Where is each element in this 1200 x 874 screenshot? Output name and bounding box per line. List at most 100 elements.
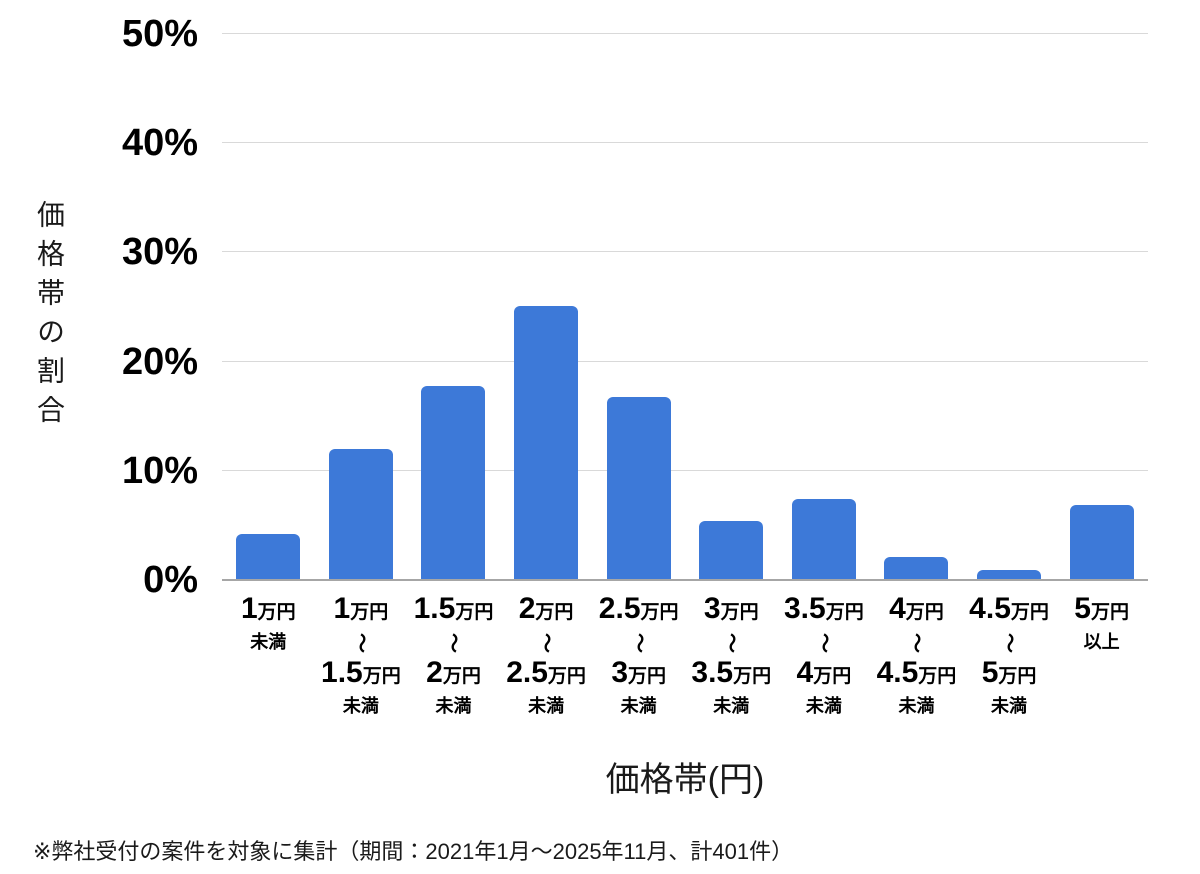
x-label-7: 3.5万円〜 4万円 未満 [778,592,871,718]
x-label-from: 3万円 [685,592,778,630]
x-label-from-number: 1 [333,592,351,625]
x-label-to: 3万円 [592,656,685,694]
range-tilde-glyph: 〜 [442,633,465,653]
x-label-to-number: 5 [981,656,999,689]
x-label-suffix: 未満 [528,696,565,716]
x-label-to: 2.5万円 [500,656,593,694]
x-label-from-unit: 万円 [1010,602,1049,623]
x-tick-labels: 1万円 未満 1万円〜 1.5万円 未満 1.5万円〜 2万円 未満 2万円〜 2.5万円 未満 2.… [222,592,1148,718]
bar-7 [791,499,856,580]
x-label-6: 3万円〜 3.5万円 未満 [685,592,778,718]
bar-4 [514,305,579,580]
footnote: ※弊社受付の案件を対象に集計（期間：2021年1月～2025年11月、計401件… [33,839,794,864]
y-tick-label: 30% [121,231,198,274]
gridline-0 [222,579,1148,581]
range-tilde: 〜 [685,630,778,656]
range-tilde: 〜 [500,630,593,656]
x-label-from-number: 3.5 [783,592,826,625]
x-label-from-unit: 万円 [1090,602,1129,623]
x-label-from-number: 1 [240,592,258,625]
x-label-to-unit: 万円 [628,666,667,687]
x-label-from: 4.5万円 [963,592,1056,630]
x-label-suffix: 未満 [898,696,935,716]
x-label-from-number: 1.5 [413,592,456,625]
x-label-3: 1.5万円〜 2万円 未満 [407,592,500,718]
y-tick-label: 0% [143,559,198,601]
x-label-to: 3.5万円 [685,656,778,694]
x-label-from: 1万円 [222,592,315,630]
x-label-to-number: 2.5 [506,656,548,689]
range-tilde-glyph: 〜 [998,633,1021,653]
x-label-from-number: 4.5 [969,592,1011,625]
x-label-suffix: 未満 [435,696,472,716]
x-label-from-unit: 万円 [640,602,679,623]
x-label-1: 1万円 未満 [222,592,315,718]
x-label-suffix: 未満 [991,696,1028,716]
bar-series [222,34,1148,580]
x-label-to-unit: 万円 [547,666,586,687]
bar-cell-6 [685,34,778,580]
bar-6 [699,521,764,580]
gridline-50 [222,33,1148,34]
x-label-10: 5万円 以上 [1055,592,1148,718]
x-label-4: 2万円〜 2.5万円 未満 [500,592,593,718]
y-tick-label: 40% [121,122,198,165]
bar-cell-1 [222,34,315,580]
gridline-20 [222,360,1148,362]
plot-area [222,33,1148,581]
gridline-30 [222,251,1148,253]
bar-cell-8 [870,34,963,580]
bar-10 [1069,504,1134,580]
x-label-from: 1.5万円 [407,592,500,630]
x-label-8: 4万円〜 4.5万円 未満 [870,592,963,718]
range-tilde: 〜 [778,630,871,656]
bar-5 [606,396,671,580]
range-tilde: 〜 [592,630,685,656]
x-label-to: 4.5万円 [870,656,963,694]
x-label-from-unit: 万円 [905,602,944,623]
bar-2 [328,448,393,580]
bar-1 [236,534,301,580]
bar-cell-10 [1055,34,1148,580]
range-tilde-glyph: 〜 [812,633,835,653]
x-label-to-number: 1.5 [321,656,363,689]
x-label-from-unit: 万円 [455,602,494,623]
y-tick-label: 10% [121,449,198,492]
x-label-from: 4万円 [870,592,963,630]
x-label-9: 4.5万円〜 5万円 未満 [963,592,1056,718]
x-label-suffix: 未満 [250,632,287,652]
x-label-from-unit: 万円 [825,602,864,623]
range-tilde: 〜 [407,630,500,656]
x-label-from-number: 2 [518,592,536,625]
x-label-from: 5万円 [1055,592,1148,630]
x-label-from-unit: 万円 [720,602,759,623]
x-label-from: 2.5万円 [592,592,685,630]
x-label-to-number: 3 [611,656,628,689]
range-tilde: 〜 [315,630,408,656]
bar-3 [421,385,486,580]
bar-cell-5 [592,34,685,580]
x-label-to-unit: 万円 [998,666,1037,687]
x-label-from-number: 5 [1074,592,1091,625]
x-label-to: 2万円 [407,656,500,694]
x-label-to: 4万円 [778,656,871,694]
x-label-to-unit: 万円 [918,666,957,687]
x-label-to: 5万円 [963,656,1056,694]
x-label-suffix: 未満 [713,696,750,716]
gridline-10 [222,469,1148,471]
x-axis-title: 価格帯(円) [605,761,765,799]
x-label-suffix: 未満 [342,696,379,716]
x-label-from: 2万円 [500,592,593,630]
x-label-to-unit: 万円 [813,666,852,687]
x-label-from-number: 4 [889,592,906,625]
range-tilde-glyph: 〜 [535,633,558,653]
gridline-40 [222,142,1148,144]
x-label-to-number: 4 [796,656,814,689]
bar-cell-3 [407,34,500,580]
bar-8 [884,557,949,580]
x-label-suffix: 未満 [620,696,657,716]
y-tick-label: 20% [121,340,198,383]
y-axis-title: 価格帯の割合 [34,200,65,434]
x-label-from-unit: 万円 [257,602,296,623]
